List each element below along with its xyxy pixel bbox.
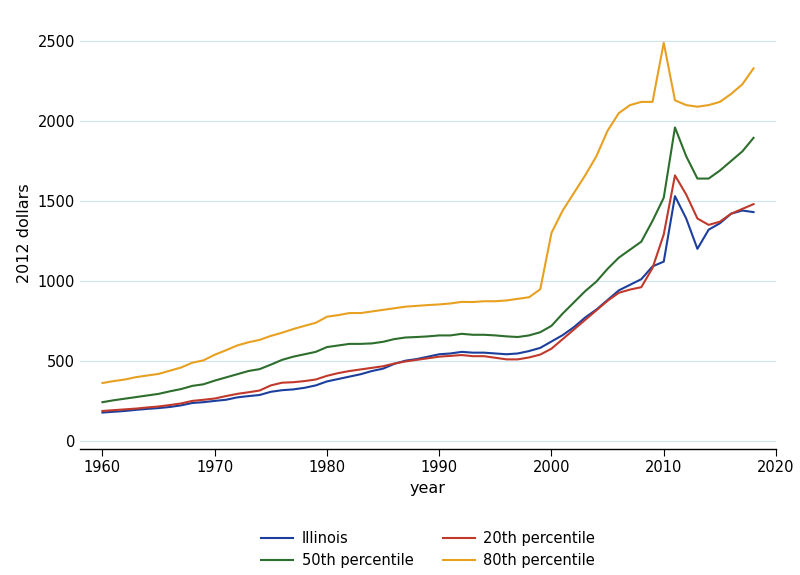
50th percentile [569,299,578,306]
80th percentile [749,65,758,72]
20th percentile [120,406,130,413]
Y-axis label: 2012 dollars: 2012 dollars [17,183,32,283]
20th percentile [98,408,107,415]
80th percentile [434,301,444,308]
Line: 80th percentile: 80th percentile [102,43,754,383]
80th percentile [198,357,208,364]
20th percentile [569,326,578,333]
Illinois [434,351,444,358]
50th percentile [749,135,758,141]
50th percentile [120,395,130,402]
80th percentile [98,380,107,386]
Illinois [120,408,130,415]
80th percentile [266,332,276,339]
Illinois [670,193,680,200]
X-axis label: year: year [410,481,446,496]
80th percentile [165,367,174,374]
Line: 20th percentile: 20th percentile [102,175,754,411]
Illinois [198,398,208,405]
50th percentile [198,381,208,388]
20th percentile [749,201,758,208]
20th percentile [434,353,444,360]
Illinois [165,404,174,411]
50th percentile [165,388,174,395]
80th percentile [569,190,578,197]
20th percentile [266,382,276,389]
Illinois [569,324,578,331]
20th percentile [670,172,680,179]
80th percentile [659,39,669,46]
20th percentile [165,401,174,408]
Legend: Illinois, 50th percentile, 20th percentile, 80th percentile: Illinois, 50th percentile, 20th percenti… [255,525,601,574]
Illinois [749,209,758,216]
Illinois [98,409,107,416]
50th percentile [670,124,680,131]
Line: Illinois: Illinois [102,196,754,413]
50th percentile [434,332,444,339]
50th percentile [98,398,107,405]
Illinois [266,388,276,395]
80th percentile [120,376,130,383]
50th percentile [266,361,276,368]
20th percentile [198,396,208,403]
Line: 50th percentile: 50th percentile [102,128,754,402]
